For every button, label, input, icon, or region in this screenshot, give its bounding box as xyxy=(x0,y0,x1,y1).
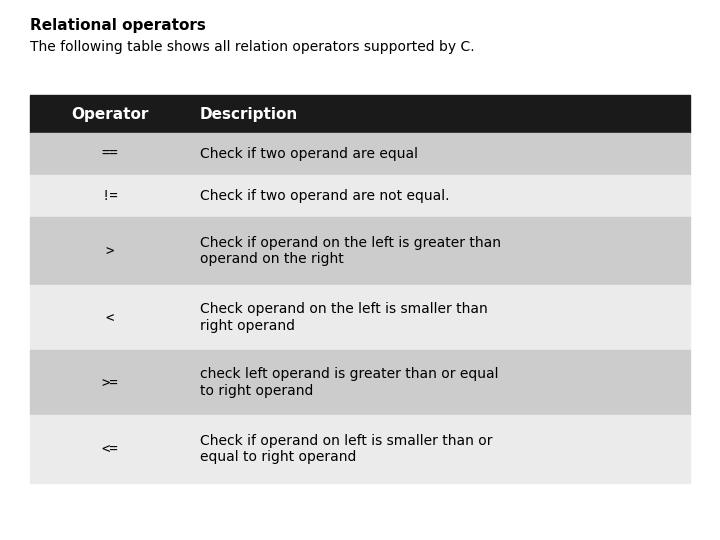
Text: Check if operand on left is smaller than or
equal to right operand: Check if operand on left is smaller than… xyxy=(200,434,492,464)
Text: >: > xyxy=(106,244,114,258)
Text: Operator: Operator xyxy=(71,106,149,122)
Text: The following table shows all relation operators supported by C.: The following table shows all relation o… xyxy=(30,40,474,54)
Text: Check operand on the left is smaller than
right operand: Check operand on the left is smaller tha… xyxy=(200,302,487,333)
Text: >=: >= xyxy=(102,375,118,389)
Text: <=: <= xyxy=(102,442,118,456)
Bar xyxy=(30,175,690,217)
Bar xyxy=(30,133,690,175)
Text: check left operand is greater than or equal
to right operand: check left operand is greater than or eq… xyxy=(200,367,498,397)
Bar xyxy=(30,95,690,133)
Text: Check if two operand are not equal.: Check if two operand are not equal. xyxy=(200,189,449,203)
Bar xyxy=(30,350,690,415)
Text: Relational operators: Relational operators xyxy=(30,18,206,33)
Bar xyxy=(30,217,690,285)
Bar xyxy=(30,415,690,483)
Text: Check if operand on the left is greater than
operand on the right: Check if operand on the left is greater … xyxy=(200,236,501,266)
Text: Check if two operand are equal: Check if two operand are equal xyxy=(200,147,418,161)
Text: ==: == xyxy=(102,147,118,161)
Text: Description: Description xyxy=(200,106,298,122)
Text: !=: != xyxy=(102,189,118,203)
Text: <: < xyxy=(106,310,114,325)
Bar xyxy=(30,285,690,350)
